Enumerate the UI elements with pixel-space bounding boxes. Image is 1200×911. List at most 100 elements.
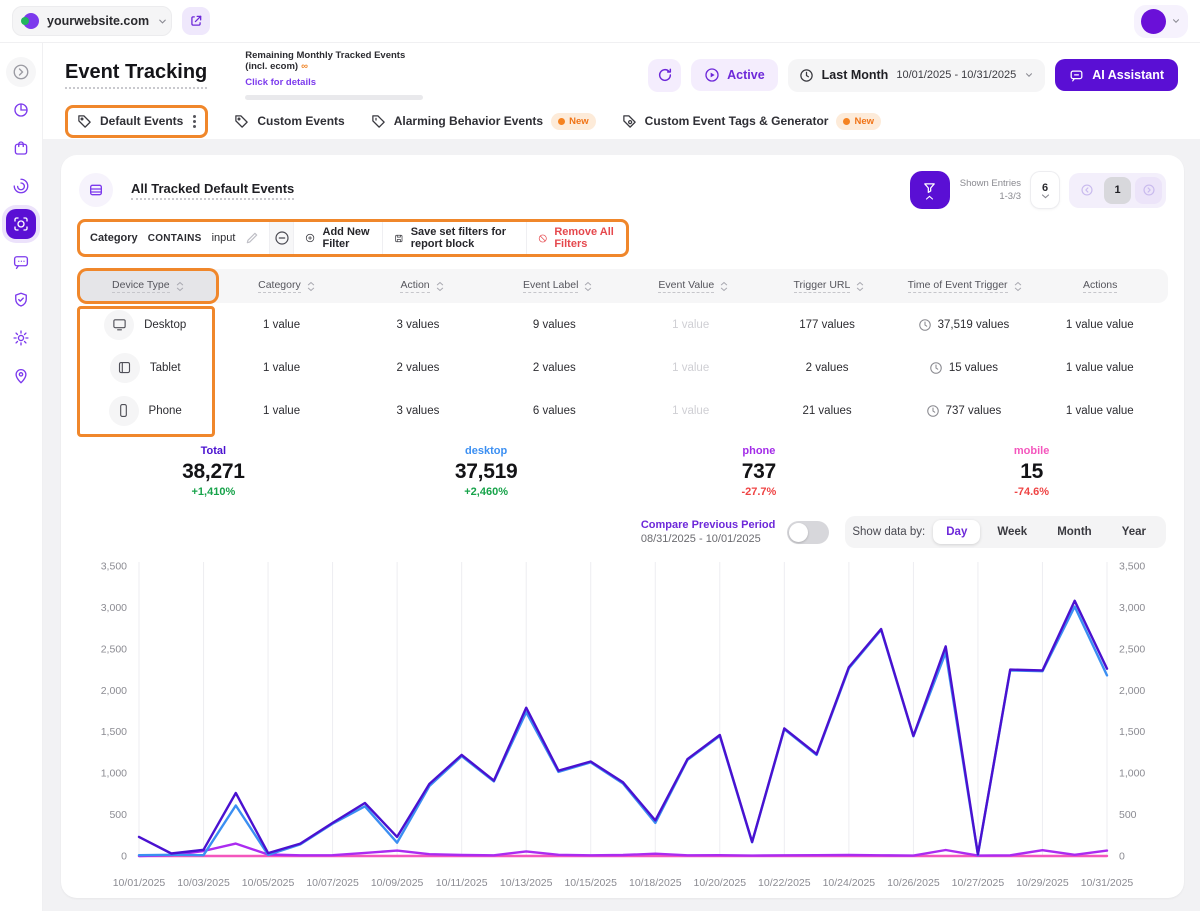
- show-by-day[interactable]: Day: [933, 520, 980, 544]
- column-header-device-type[interactable]: Device Type: [80, 271, 216, 301]
- sort-icon: [720, 281, 728, 292]
- panel-title: All Tracked Default Events: [131, 181, 294, 200]
- infinity-icon: ∞: [301, 61, 308, 72]
- svg-text:3,000: 3,000: [1119, 602, 1145, 614]
- expand-arrow-icon: [12, 63, 30, 81]
- toggle-knob: [789, 523, 808, 542]
- page-size-select[interactable]: 6: [1031, 172, 1059, 208]
- column-header-trigger-url[interactable]: Trigger URL: [761, 279, 897, 293]
- chevron-down-icon: [157, 16, 168, 27]
- svg-text:10/05/2025: 10/05/2025: [242, 877, 295, 889]
- sidebar-item-analytics[interactable]: [6, 95, 36, 125]
- next-page-button[interactable]: [1135, 177, 1162, 204]
- filter-value[interactable]: input: [212, 232, 236, 244]
- shopping-bag-icon: [12, 139, 30, 157]
- svg-text:10/26/2025: 10/26/2025: [887, 877, 940, 889]
- new-dot-icon: [843, 118, 850, 125]
- sidebar-item-feedback[interactable]: [6, 247, 36, 277]
- topbar: yourwebsite.com: [0, 0, 1200, 42]
- tag-icon: [77, 114, 92, 129]
- account-menu[interactable]: [1134, 5, 1188, 38]
- tracked-events-card: All Tracked Default Events Shown Entries…: [61, 155, 1184, 898]
- tab-default-events[interactable]: Default Events: [65, 105, 208, 138]
- table-row-tablet[interactable]: Tablet 1 value 2 values 2 values 1 value…: [77, 346, 1168, 389]
- remove-filter-button[interactable]: [270, 222, 294, 254]
- column-header-event-value[interactable]: Event Value: [626, 279, 762, 293]
- refresh-icon: [657, 67, 673, 83]
- prev-page-button[interactable]: [1073, 177, 1100, 204]
- svg-text:1,500: 1,500: [101, 726, 127, 738]
- sort-icon: [1014, 281, 1022, 292]
- pagination: 1: [1069, 173, 1166, 208]
- app-window: yourwebsite.com: [0, 0, 1200, 911]
- sidebar-item-visitors[interactable]: [6, 361, 36, 391]
- column-header-actions[interactable]: Actions: [1032, 279, 1168, 293]
- column-header-event-label[interactable]: Event Label: [490, 279, 626, 293]
- date-range-selector[interactable]: Last Month 10/01/2025 - 10/31/2025: [788, 59, 1046, 92]
- period-label: Last Month: [822, 68, 889, 82]
- save-icon: [394, 231, 404, 246]
- events-line-chart: 10/01/202510/03/202510/05/202510/07/2025…: [77, 556, 1168, 890]
- show-by-month[interactable]: Month: [1044, 520, 1104, 544]
- tab-options-icon[interactable]: [193, 115, 196, 128]
- funnel-icon: [922, 181, 937, 195]
- shown-entries-count: 1-3/3: [999, 191, 1021, 202]
- site-selector[interactable]: yourwebsite.com: [12, 6, 172, 36]
- filter-field[interactable]: Category: [90, 232, 138, 244]
- clock-icon: [918, 318, 932, 332]
- tab-custom-event-tags-generator[interactable]: Custom Event Tags & Generator New: [622, 113, 881, 130]
- sidebar-item-event-tracking[interactable]: [6, 209, 36, 239]
- ai-assistant-button[interactable]: AI Assistant: [1055, 59, 1178, 91]
- pie-chart-icon: [12, 101, 30, 119]
- table-row-phone[interactable]: Phone 1 value 3 values 6 values 1 value …: [77, 389, 1168, 432]
- chevron-down-icon: [1041, 194, 1050, 199]
- tab-custom-events[interactable]: Custom Events: [234, 114, 344, 129]
- chevron-up-icon: [925, 195, 934, 200]
- scan-target-icon: [12, 215, 30, 233]
- filter-operator[interactable]: CONTAINS: [148, 233, 202, 244]
- summary-stats: Total 38,271 +1,410% desktop 37,519 +2,4…: [77, 432, 1168, 510]
- gear-icon: [12, 329, 30, 347]
- compare-toggle[interactable]: [787, 521, 829, 544]
- stat-total: Total 38,271 +1,410%: [77, 445, 350, 498]
- sidebar-item-settings[interactable]: [6, 323, 36, 353]
- sidebar-item-expand[interactable]: [6, 57, 36, 87]
- svg-text:10/15/2025: 10/15/2025: [564, 877, 617, 889]
- tab-alarming-behavior-events[interactable]: Alarming Behavior Events New: [371, 113, 596, 130]
- add-new-filter-button[interactable]: Add New Filter: [294, 222, 383, 254]
- table-row-desktop[interactable]: Desktop 1 value 3 values 9 values 1 valu…: [77, 303, 1168, 346]
- filter-button[interactable]: [910, 171, 950, 209]
- chevron-down-icon: [1171, 16, 1181, 26]
- show-by-week[interactable]: Week: [984, 520, 1040, 544]
- sidebar-item-ecommerce[interactable]: [6, 133, 36, 163]
- refresh-button[interactable]: [648, 59, 681, 92]
- column-header-category[interactable]: Category: [219, 279, 355, 293]
- show-by-year[interactable]: Year: [1109, 520, 1159, 544]
- stat-phone: phone 737 -27.7%: [623, 445, 896, 498]
- site-favicon-globe-icon: [23, 13, 39, 29]
- remaining-details-link[interactable]: Click for details: [245, 77, 316, 88]
- sort-icon: [176, 281, 184, 292]
- compare-previous-period-label[interactable]: Compare Previous Period: [641, 518, 776, 532]
- tag-icon: [234, 114, 249, 129]
- svg-text:10/03/2025: 10/03/2025: [177, 877, 230, 889]
- open-site-button[interactable]: [182, 7, 210, 35]
- column-header-time-of-event-trigger[interactable]: Time of Event Trigger: [897, 279, 1033, 293]
- ai-chat-icon: [1069, 68, 1084, 83]
- sidebar-item-privacy[interactable]: [6, 285, 36, 315]
- status-active-button[interactable]: Active: [691, 59, 778, 91]
- sidebar-item-sessions[interactable]: [6, 171, 36, 201]
- remove-all-filters-button[interactable]: Remove All Filters: [527, 222, 626, 254]
- chart-controls: Compare Previous Period 08/31/2025 - 10/…: [77, 510, 1168, 556]
- phone-icon: [109, 396, 139, 426]
- clock-icon: [799, 68, 814, 83]
- events-table: Device Type Category Action Event Label …: [77, 269, 1168, 432]
- show-data-by-selector: Show data by: Day Week Month Year: [845, 516, 1166, 548]
- active-filter-bar: Category CONTAINS input Add New Filter: [77, 219, 629, 257]
- save-filters-button[interactable]: Save set filters for report block: [383, 222, 527, 254]
- column-header-action[interactable]: Action: [354, 279, 490, 293]
- current-page[interactable]: 1: [1104, 177, 1131, 204]
- arrow-left-icon: [1080, 183, 1094, 197]
- remaining-progress-bar: [245, 95, 423, 100]
- edit-filter-icon[interactable]: [245, 231, 259, 245]
